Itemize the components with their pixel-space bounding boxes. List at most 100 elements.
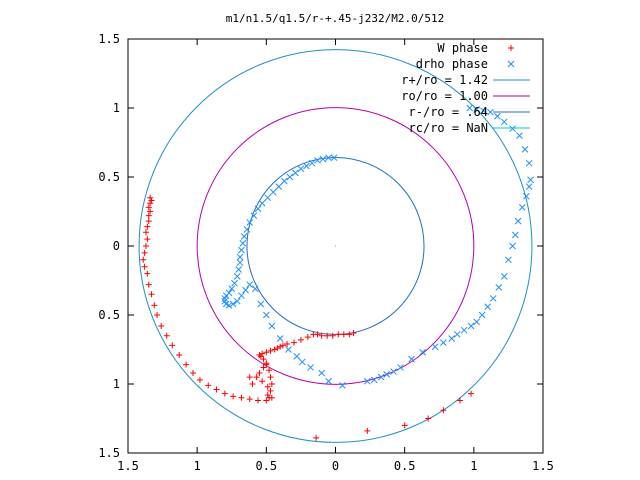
w-phase-point — [267, 387, 274, 394]
w-phase-point — [142, 229, 149, 236]
drho-phase-point — [228, 285, 236, 293]
w-phase-point — [260, 364, 267, 371]
w-phase-point — [364, 427, 371, 434]
drho-phase-point — [236, 259, 244, 266]
y-tick-label: 0.5 — [98, 170, 120, 184]
drho-phase-point — [383, 370, 391, 378]
w-phase-point — [246, 374, 253, 381]
y-tick-label: 0 — [113, 239, 120, 253]
w-phase-point — [274, 345, 281, 352]
drho-phase-point — [525, 183, 533, 191]
drho-phase-point — [408, 355, 415, 363]
w-phase-point — [268, 394, 275, 401]
w-phase-point — [196, 376, 203, 383]
drho-phase-point — [262, 311, 270, 319]
drho-phase-point — [254, 205, 262, 213]
w-phase-point — [318, 332, 325, 339]
drho-phase-point — [280, 177, 288, 185]
x-tick-label: 1.5 — [532, 459, 554, 473]
w-phase-point — [144, 223, 151, 230]
drho-phase-point — [298, 358, 306, 366]
legend-marker-drho_phase — [507, 60, 515, 68]
drho-phase-point — [308, 159, 316, 167]
w-phase-point — [148, 291, 155, 298]
circle-ro — [196, 107, 475, 385]
drho-phase-point — [246, 281, 254, 288]
w-phase-point — [246, 396, 253, 403]
w-phase-point — [297, 336, 304, 343]
drho-phase-point — [239, 239, 247, 247]
drho-phase-point — [303, 162, 310, 170]
w-phase-point — [284, 340, 291, 347]
w-phase-point — [144, 270, 151, 277]
drho-phase-point — [521, 146, 529, 153]
x-tick-label: 0.5 — [394, 459, 416, 473]
w-phase-point — [457, 397, 463, 404]
drho-phase-point — [484, 303, 492, 311]
drho-phase-point — [221, 295, 229, 302]
w-phase-point — [260, 356, 267, 363]
w-phase-point — [141, 263, 148, 270]
drho-phase-point — [397, 364, 404, 371]
legend-label-w_phase: W phase — [437, 41, 488, 55]
drho-phase-point — [251, 285, 259, 293]
w-phase-point — [158, 323, 165, 330]
x-tick-label: 0 — [332, 459, 339, 473]
drho-phase-point — [229, 300, 237, 308]
w-phase-point — [144, 236, 151, 243]
x-tick-label: 1.5 — [117, 459, 139, 473]
drho-phase-point — [509, 242, 516, 250]
w-phase-point — [346, 331, 353, 338]
drho-phase-point — [258, 199, 266, 207]
w-phase-point — [335, 331, 342, 338]
legend-label-r_plus: r+/ro = 1.42 — [401, 73, 488, 87]
drho-phase-point — [523, 192, 530, 200]
w-phase-point — [324, 332, 331, 339]
drho-phase-point — [250, 212, 258, 219]
w-phase-point — [313, 434, 320, 441]
w-phase-point — [267, 347, 274, 354]
w-phase-point — [169, 342, 176, 349]
drho-phase-point — [268, 322, 276, 330]
drho-phase-point — [325, 154, 332, 162]
y-tick-label: 1.5 — [98, 446, 120, 460]
drho-phase-point — [257, 300, 265, 308]
drho-phase-point — [489, 295, 497, 302]
reference-circles — [138, 49, 533, 443]
x-tick-label: 1 — [470, 459, 477, 473]
w-phase-point — [263, 349, 270, 356]
w-phase-point — [147, 208, 154, 215]
w-phase-point — [148, 197, 155, 204]
drho-phase-point — [453, 330, 461, 338]
drho-phase-point — [319, 155, 327, 163]
drho-phase-point — [480, 107, 487, 115]
w-phase-point — [154, 312, 161, 318]
legend: W phase drho phase r+/ro = 1.42 ro/ro = 1.0… — [401, 41, 530, 135]
drho-phase-point — [286, 173, 294, 181]
drho-phase-point — [275, 183, 283, 191]
legend-label-drho_phase: drho phase — [416, 57, 488, 71]
drho-phase-point — [246, 219, 254, 226]
w-phase-point — [271, 346, 278, 353]
w-phase-point — [205, 382, 212, 389]
drho-phase-point — [448, 335, 456, 342]
w-phase-point — [141, 249, 148, 256]
w-phase-point — [238, 394, 245, 401]
y-tick-label: 0.5 — [98, 308, 120, 322]
drho-phase-point — [473, 106, 480, 113]
w-phase-point — [190, 369, 197, 376]
w-phase-point — [279, 342, 286, 349]
drho-phase-point — [225, 301, 233, 309]
drho-phase-point — [478, 311, 486, 319]
legend-label-r_minus: r-/ro = .64 — [409, 105, 488, 119]
drho-phase-point — [242, 286, 249, 294]
drho-phase-point — [233, 297, 241, 305]
drho-phase-point — [500, 118, 508, 126]
w-phase-point — [147, 200, 154, 207]
drho-phase-point — [243, 226, 251, 233]
w-phase-point — [253, 374, 260, 381]
drho-phase-point — [233, 273, 241, 280]
drho-phase-point — [264, 194, 272, 202]
w-phase-point — [277, 343, 284, 350]
